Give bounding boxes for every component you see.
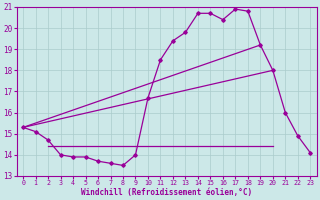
X-axis label: Windchill (Refroidissement éolien,°C): Windchill (Refroidissement éolien,°C) bbox=[81, 188, 252, 197]
